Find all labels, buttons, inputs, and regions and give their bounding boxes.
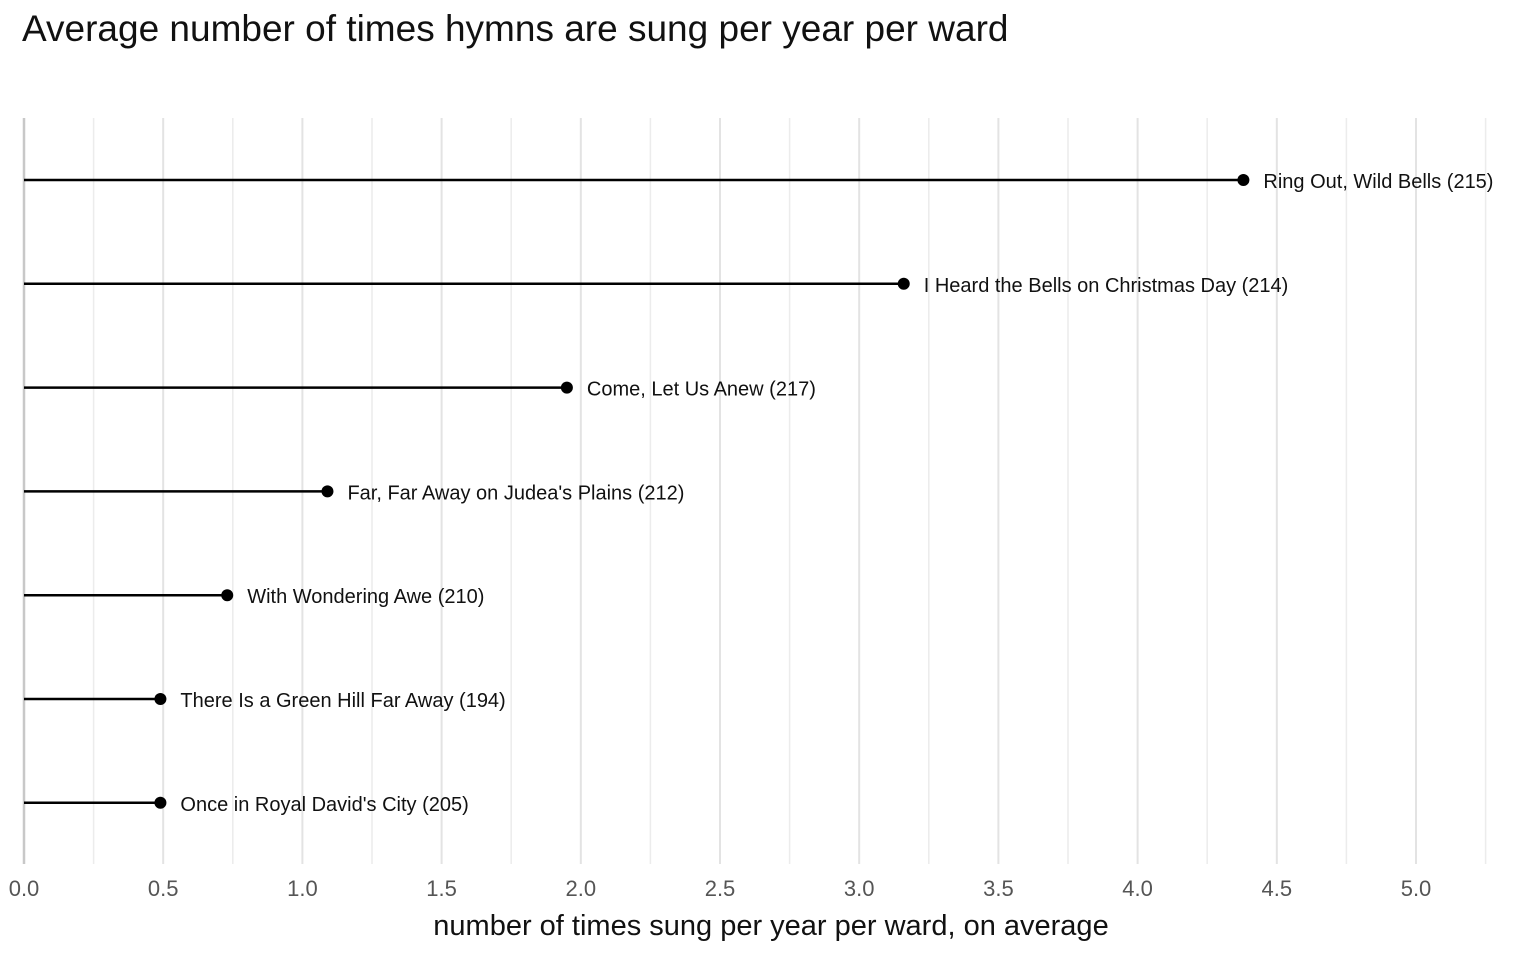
x-tick-label: 2.0 — [566, 876, 597, 901]
data-marks: Ring Out, Wild Bells (215) I Heard the Be… — [24, 171, 1493, 816]
lollipop-point — [154, 693, 167, 705]
x-tick-label: 0.0 — [9, 876, 40, 901]
x-tick-label: 4.0 — [1122, 876, 1153, 901]
lollipop-point — [897, 277, 910, 290]
x-tick-label: 1.0 — [287, 876, 318, 901]
point-label: Once in Royal David's City (205) — [180, 794, 468, 816]
lollipop-point — [1237, 174, 1250, 186]
lollipop-row: Ring Out, Wild Bells (215) — [24, 171, 1493, 193]
point-label: Come, Let Us Anew (217) — [587, 379, 816, 401]
lollipop-point — [560, 381, 573, 394]
lollipop-row: With Wondering Awe (210) — [24, 586, 484, 608]
x-axis-title: number of times sung per year per ward, … — [433, 910, 1108, 942]
x-tick-label: 3.0 — [844, 876, 875, 901]
point-label: There Is a Green Hill Far Away (194) — [180, 690, 505, 712]
x-tick-label: 2.5 — [705, 876, 736, 901]
lollipop-point — [154, 796, 167, 809]
chart-title: Average number of times hymns are sung p… — [22, 8, 1009, 49]
lollipop-point — [321, 485, 334, 498]
point-label: With Wondering Awe (210) — [247, 586, 484, 608]
x-tick-label: 1.5 — [426, 876, 457, 901]
lollipop-row: I Heard the Bells on Christmas Day (214) — [24, 275, 1288, 297]
lollipop-row: Once in Royal David's City (205) — [24, 794, 469, 816]
point-label: I Heard the Bells on Christmas Day (214) — [924, 275, 1289, 297]
point-label: Ring Out, Wild Bells (215) — [1263, 171, 1493, 193]
lollipop-row: Far, Far Away on Judea's Plains (212) — [24, 482, 684, 504]
x-axis-ticks: 0.0 0.5 1.0 1.5 2.0 2.5 3.0 3.5 4.0 4.5 5.0 — [9, 876, 1432, 901]
x-tick-label: 0.5 — [148, 876, 179, 901]
lollipop-row: Come, Let Us Anew (217) — [24, 379, 816, 401]
point-label: Far, Far Away on Judea's Plains (212) — [347, 482, 684, 504]
x-tick-label: 4.5 — [1262, 876, 1293, 901]
x-tick-label: 3.5 — [983, 876, 1014, 901]
x-tick-label: 5.0 — [1401, 876, 1432, 901]
lollipop-row: There Is a Green Hill Far Away (194) — [24, 690, 506, 712]
lollipop-point — [221, 589, 234, 602]
